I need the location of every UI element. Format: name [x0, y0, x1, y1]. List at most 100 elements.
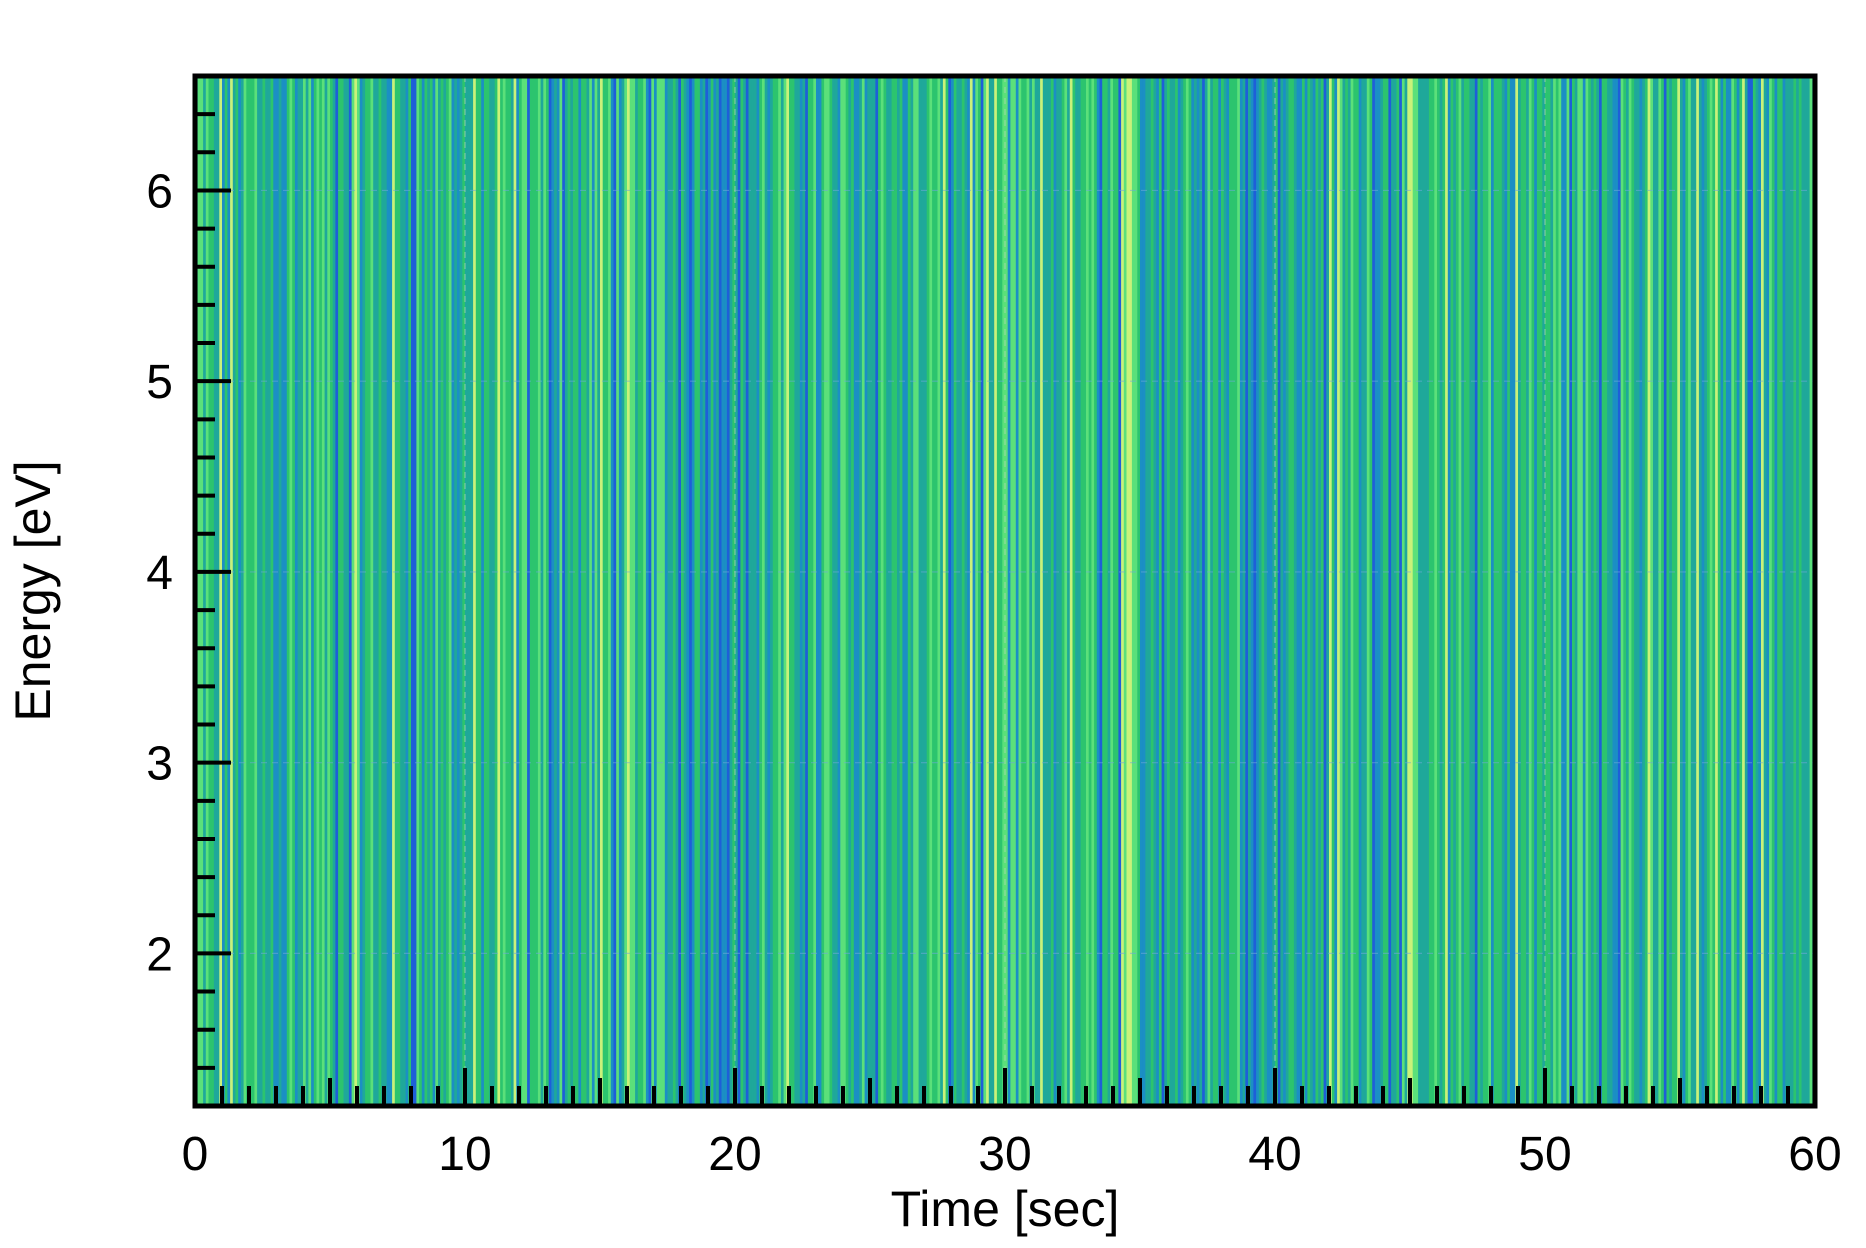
heatmap-column: [662, 76, 666, 1106]
heatmap-column: [378, 76, 382, 1106]
heatmap-column: [267, 76, 272, 1106]
heatmap-column: [1002, 76, 1006, 1106]
heatmap-column: [505, 76, 509, 1106]
heatmap-column: [1682, 76, 1686, 1106]
heatmap-column: [1345, 76, 1349, 1106]
y-axis-label: Energy [eV]: [5, 460, 61, 721]
heatmap-column: [635, 76, 639, 1106]
heatmap-column: [856, 76, 860, 1106]
heatmap-column: [497, 76, 501, 1106]
heatmap-column: [1518, 76, 1522, 1106]
heatmap-column: [969, 76, 974, 1106]
heatmap-column: [1698, 76, 1703, 1106]
heatmap-column: [980, 76, 984, 1106]
heatmap-column: [613, 76, 617, 1106]
heatmap-column: [1644, 76, 1649, 1106]
heatmap-column: [270, 76, 274, 1106]
heatmap-column: [259, 76, 264, 1106]
heatmap-column: [1431, 76, 1435, 1106]
heatmap-column: [1696, 76, 1700, 1106]
heatmap-column: [1369, 76, 1373, 1106]
heatmap-column: [1561, 76, 1565, 1106]
heatmap-column: [651, 76, 655, 1106]
heatmap-column: [1337, 76, 1341, 1106]
heatmap-column: [1234, 76, 1238, 1106]
heatmap-column: [1099, 76, 1103, 1106]
heatmap-column: [1077, 76, 1082, 1106]
heatmap-column: [208, 76, 212, 1106]
heatmap-column: [705, 76, 709, 1106]
heatmap-column: [775, 76, 779, 1106]
heatmap-column: [1707, 76, 1711, 1106]
heatmap-column: [627, 76, 631, 1106]
heatmap-column: [1134, 76, 1138, 1106]
heatmap-column: [1059, 76, 1063, 1106]
heatmap-column: [1723, 76, 1727, 1106]
heatmap-column: [1293, 76, 1298, 1106]
heatmap-column: [886, 76, 890, 1106]
heatmap-column: [1774, 76, 1778, 1106]
heatmap-column: [1086, 76, 1090, 1106]
heatmap-column: [772, 76, 777, 1106]
heatmap-column: [1545, 76, 1549, 1106]
heatmap-column: [313, 76, 318, 1106]
heatmap-column: [1680, 76, 1684, 1106]
heatmap-column: [435, 76, 439, 1106]
heatmap-column: [926, 76, 930, 1106]
heatmap-column: [1623, 76, 1627, 1106]
heatmap-column: [1593, 76, 1597, 1106]
heatmap-column: [934, 76, 939, 1106]
heatmap-column: [1399, 76, 1403, 1106]
heatmap-column: [1131, 76, 1136, 1106]
heatmap-column: [1804, 76, 1808, 1106]
heatmap-column: [724, 76, 728, 1106]
heatmap-column: [1671, 76, 1676, 1106]
y-tick-labels: 2 3 4 5 6: [146, 165, 173, 981]
heatmap-column: [1788, 76, 1792, 1106]
heatmap-column: [942, 76, 947, 1106]
heatmap-column: [1113, 76, 1117, 1106]
heatmap-column: [535, 76, 539, 1106]
heatmap-column: [753, 76, 758, 1106]
heatmap-column: [292, 76, 296, 1106]
heatmap-column: [748, 76, 752, 1106]
heatmap-column: [1572, 76, 1576, 1106]
heatmap-column: [1094, 76, 1098, 1106]
x-tick-label: 40: [1248, 1128, 1301, 1181]
heatmap-column: [429, 76, 434, 1106]
heatmap-column: [513, 76, 517, 1106]
heatmap-column: [1202, 76, 1206, 1106]
heatmap-column: [608, 76, 612, 1106]
heatmap-column: [961, 76, 966, 1106]
heatmap-column: [1601, 76, 1605, 1106]
heatmap-column: [697, 76, 701, 1106]
heatmap-column: [370, 76, 374, 1106]
heatmap-column: [1266, 76, 1271, 1106]
heatmap-column: [443, 76, 447, 1106]
x-tick-label: 0: [182, 1128, 209, 1181]
heatmap-column: [224, 76, 228, 1106]
heatmap-column: [473, 76, 477, 1106]
heatmap-column: [321, 76, 326, 1106]
heatmap-column: [940, 76, 944, 1106]
heatmap-column: [718, 76, 723, 1106]
heatmap-column: [1102, 76, 1106, 1106]
x-tick-labels: 0 10 20 30 40 50 60: [182, 1128, 1842, 1181]
heatmap-column: [1437, 76, 1441, 1106]
heatmap-column: [1069, 76, 1074, 1106]
heatmap-column: [959, 76, 963, 1106]
heatmap-column: [297, 76, 301, 1106]
heatmap-column: [1472, 76, 1476, 1106]
x-tick-label: 30: [978, 1128, 1031, 1181]
heatmap-column: [713, 76, 717, 1106]
heatmap-column: [1383, 76, 1387, 1106]
heatmap-column: [1050, 76, 1055, 1106]
heatmap-column: [1515, 76, 1519, 1106]
heatmap-column: [1693, 76, 1697, 1106]
heatmap-column: [397, 76, 401, 1106]
heatmap-column: [481, 76, 485, 1106]
heatmap-column: [362, 76, 366, 1106]
heatmap-column: [894, 76, 898, 1106]
heatmap-column: [1677, 76, 1681, 1106]
